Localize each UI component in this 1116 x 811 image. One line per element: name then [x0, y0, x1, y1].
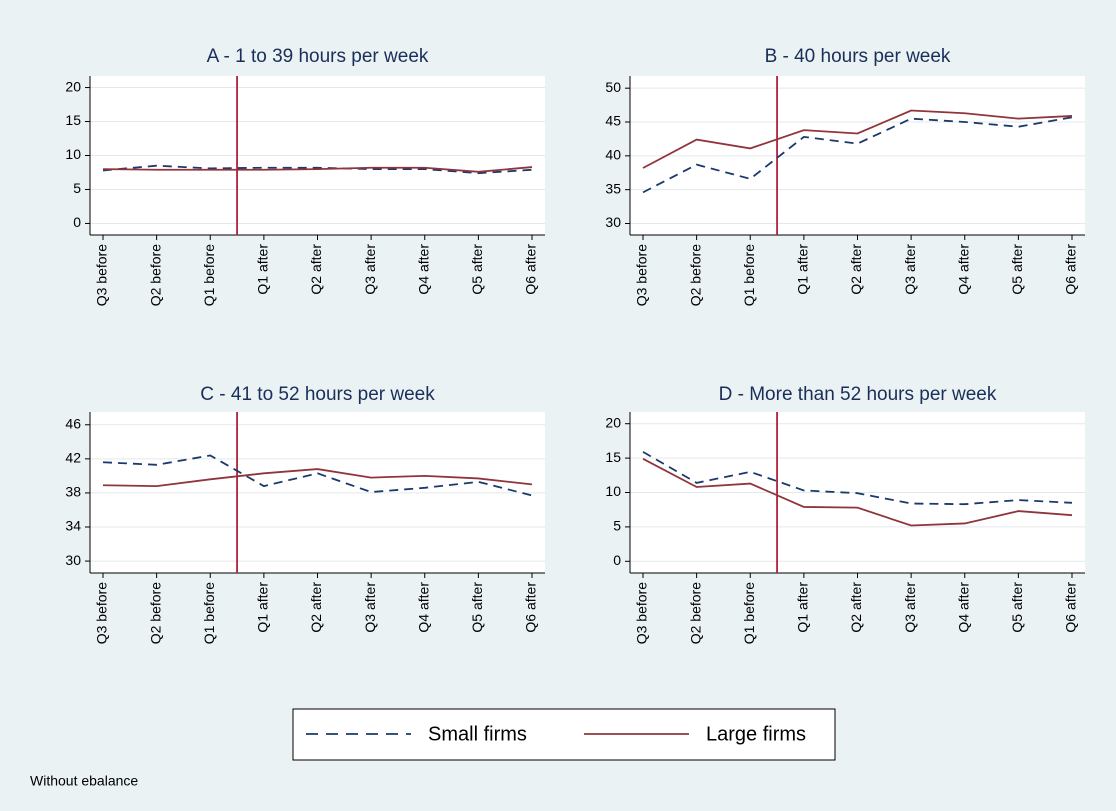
x-tick-label: Q2 before: [147, 582, 163, 644]
x-tick-label: Q2 before: [147, 244, 163, 306]
x-tick-label: Q5 after: [1009, 244, 1025, 295]
x-tick-label: Q5 after: [469, 244, 485, 295]
x-tick-label: Q3 after: [902, 582, 918, 633]
y-tick-label: 46: [65, 415, 81, 431]
chart-title: A - 1 to 39 hours per week: [207, 46, 429, 67]
x-tick-label: Q1 after: [255, 244, 271, 295]
x-tick-label: Q4 after: [415, 582, 431, 633]
y-tick-label: 20: [605, 414, 621, 430]
x-tick-label: Q3 after: [362, 244, 378, 295]
x-tick-label: Q2 after: [308, 582, 324, 633]
y-tick-label: 10: [605, 483, 621, 499]
x-tick-label: Q2 before: [687, 582, 703, 644]
y-tick-label: 15: [605, 449, 621, 465]
x-tick-label: Q1 after: [795, 244, 811, 295]
chart-title: C - 41 to 52 hours per week: [200, 384, 435, 405]
x-tick-label: Q3 before: [94, 244, 110, 306]
y-tick-label: 0: [613, 552, 621, 568]
x-tick-label: Q3 before: [634, 244, 650, 306]
note: Without ebalance: [30, 773, 138, 789]
x-tick-label: Q3 after: [902, 244, 918, 295]
series-line: [642, 457, 1073, 527]
x-tick-label: Q6 after: [1063, 244, 1079, 295]
x-tick-label: Q2 after: [848, 582, 864, 633]
legend-label: Small firms: [428, 723, 527, 745]
y-tick-label: 38: [65, 484, 81, 500]
x-tick-label: Q1 after: [255, 582, 271, 633]
x-tick-label: Q4 after: [955, 582, 971, 633]
x-tick-label: Q3 before: [94, 582, 110, 644]
y-tick-label: 30: [65, 552, 81, 568]
legend-box: [292, 708, 836, 761]
x-tick-label: Q4 after: [415, 244, 431, 295]
x-tick-label: Q6 after: [1063, 582, 1079, 633]
series-line: [642, 116, 1073, 194]
x-tick-label: Q1 before: [741, 582, 757, 644]
chart-title: B - 40 hours per week: [765, 46, 951, 67]
x-tick-label: Q3 before: [634, 582, 650, 644]
series-line: [102, 164, 533, 175]
x-tick-label: Q5 after: [469, 582, 485, 633]
y-tick-label: 42: [65, 450, 81, 466]
x-tick-label: Q2 after: [848, 244, 864, 295]
x-tick-label: Q2 before: [687, 244, 703, 306]
y-tick-label: 10: [65, 146, 81, 162]
y-tick-label: 5: [613, 518, 621, 534]
chart-title: D - More than 52 hours per week: [719, 384, 997, 405]
x-tick-label: Q3 after: [362, 582, 378, 633]
x-tick-label: Q4 after: [955, 244, 971, 295]
x-tick-label: Q1 before: [741, 244, 757, 306]
series-line: [642, 451, 1073, 506]
x-tick-label: Q2 after: [308, 244, 324, 295]
y-tick-label: 45: [605, 113, 621, 129]
y-tick-label: 20: [65, 78, 81, 94]
series-line: [642, 109, 1073, 169]
series-line: [102, 468, 533, 488]
y-tick-label: 5: [73, 180, 81, 196]
y-tick-label: 0: [73, 214, 81, 230]
x-tick-label: Q1 after: [795, 582, 811, 633]
x-tick-label: Q1 before: [201, 244, 217, 306]
legend-label: Large firms: [706, 723, 806, 745]
y-tick-label: 34: [65, 518, 81, 534]
x-tick-label: Q1 before: [201, 582, 217, 644]
y-tick-label: 50: [605, 79, 621, 95]
y-tick-label: 35: [605, 180, 621, 196]
x-tick-label: Q5 after: [1009, 582, 1025, 633]
x-tick-label: Q6 after: [523, 244, 539, 295]
y-tick-label: 15: [65, 112, 81, 128]
y-tick-label: 30: [605, 214, 621, 230]
series-line: [102, 166, 533, 173]
y-tick-label: 40: [605, 147, 621, 163]
x-tick-label: Q6 after: [523, 582, 539, 633]
series-line: [102, 454, 533, 497]
